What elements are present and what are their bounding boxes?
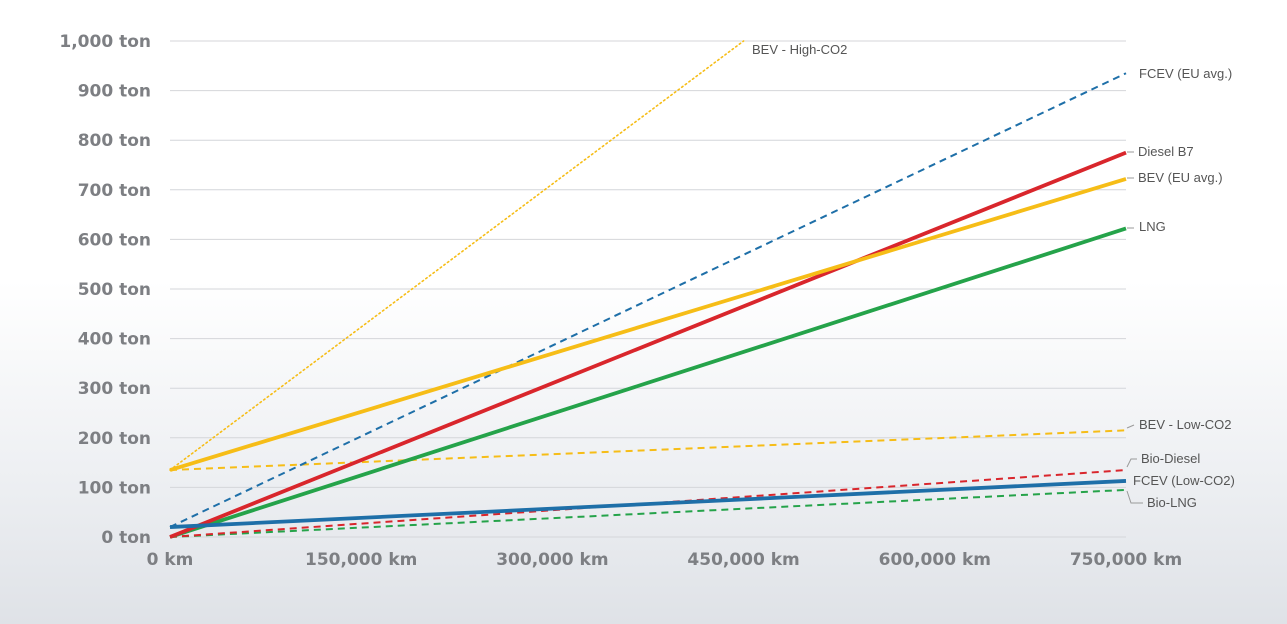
y-tick-label: 200 ton — [78, 429, 151, 449]
x-tick-label: 300,000 km — [496, 550, 608, 570]
series-line-bev-eu-avg — [169, 177, 1127, 472]
y-tick-label: 0 ton — [101, 528, 151, 548]
series-line-lng — [169, 226, 1127, 539]
y-axis-ticks: 0 ton 100 ton 200 ton 300 ton 400 ton 500 ton… — [59, 32, 151, 548]
y-tick-label: 900 ton — [78, 82, 151, 102]
series-label-bev-low-co2: BEV - Low-CO2 — [1139, 417, 1231, 432]
series-line-bev-high-co2 — [169, 40, 745, 471]
series-label-bio-lng: Bio-LNG — [1147, 495, 1197, 510]
y-tick-label: 800 ton — [78, 131, 151, 151]
y-tick-label: 1,000 ton — [59, 32, 151, 52]
y-tick-label: 600 ton — [78, 230, 151, 250]
series-line-diesel-b7 — [169, 150, 1127, 539]
series-label-bio-diesel: Bio-Diesel — [1141, 451, 1200, 466]
y-tick-label: 500 ton — [78, 280, 151, 300]
leader-line-bev-low-co2 — [1126, 424, 1135, 429]
series-label-fcev-low-co2: FCEV (Low-CO2) — [1133, 473, 1235, 488]
x-tick-label: 600,000 km — [879, 550, 991, 570]
gridlines — [170, 40, 1126, 538]
series-lines — [169, 40, 1127, 539]
series-line-bev-low-co2 — [169, 429, 1127, 472]
series-label-bev-high-co2: BEV - High-CO2 — [752, 42, 847, 57]
series-labels: BEV - High-CO2 FCEV (EU avg.) Diesel B7 BEV… — [752, 42, 1235, 510]
series-line-bio-diesel — [169, 469, 1127, 538]
series-label-diesel-b7: Diesel B7 — [1138, 144, 1194, 159]
series-line-bio-lng — [169, 488, 1127, 538]
y-tick-label: 100 ton — [78, 478, 151, 498]
series-label-bev-eu-avg: BEV (EU avg.) — [1138, 170, 1223, 185]
leader-line-bio-lng — [1126, 490, 1143, 504]
x-tick-label: 0 km — [147, 550, 194, 570]
x-tick-label: 750,000 km — [1070, 550, 1182, 570]
x-axis-ticks: 0 km 150,000 km 300,000 km 450,000 km 600,00… — [147, 550, 1183, 570]
x-tick-label: 150,000 km — [305, 550, 417, 570]
series-line-fcev-eu-avg — [169, 72, 1127, 528]
series-line-fcev-low-co2 — [169, 479, 1127, 529]
series-label-lng: LNG — [1139, 219, 1166, 234]
series-label-fcev-eu-avg: FCEV (EU avg.) — [1139, 66, 1232, 81]
y-tick-label: 700 ton — [78, 181, 151, 201]
y-tick-label: 300 ton — [78, 379, 151, 399]
leader-line-bio-diesel — [1126, 458, 1137, 468]
x-tick-label: 450,000 km — [687, 550, 799, 570]
y-tick-label: 400 ton — [78, 330, 151, 350]
